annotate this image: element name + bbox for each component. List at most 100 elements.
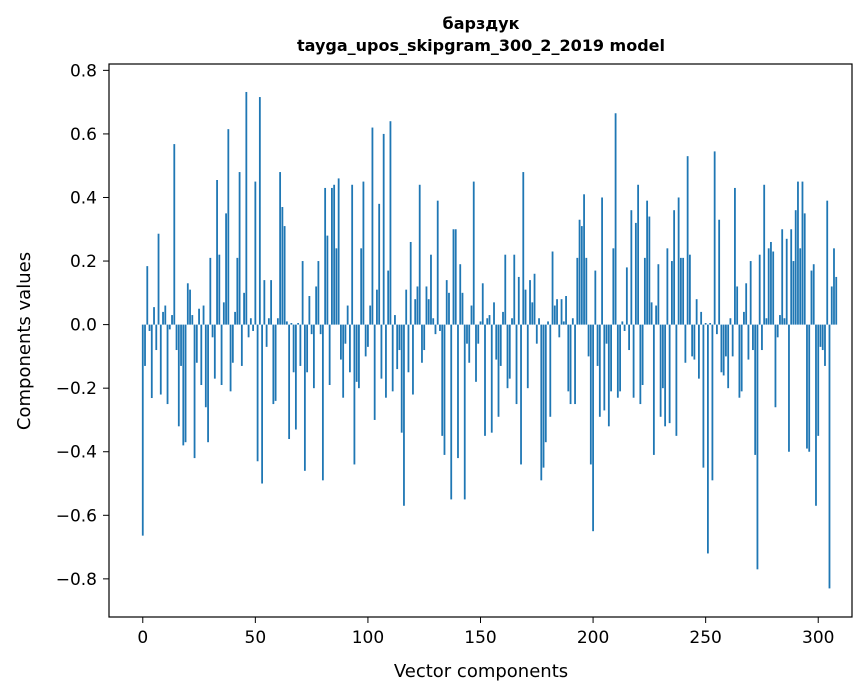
bar	[619, 324, 621, 392]
bar	[434, 324, 437, 335]
bar	[441, 324, 444, 436]
bar	[166, 324, 169, 405]
bar	[227, 129, 230, 325]
bar	[666, 248, 669, 325]
bar	[529, 280, 531, 325]
bar	[821, 324, 824, 351]
bar	[583, 194, 585, 325]
bar	[238, 172, 241, 325]
bar	[578, 219, 581, 325]
bar	[508, 324, 511, 379]
bar	[261, 324, 263, 484]
bar	[209, 257, 212, 325]
bar	[567, 324, 570, 392]
bar	[785, 238, 788, 325]
bar	[677, 197, 680, 325]
bar	[817, 324, 820, 436]
bar	[225, 213, 227, 325]
bar	[333, 184, 336, 325]
bar	[200, 324, 203, 385]
bar	[285, 321, 288, 325]
bar	[610, 324, 612, 392]
bars-group	[141, 91, 838, 589]
bar	[641, 324, 644, 385]
bar	[670, 261, 673, 325]
bar	[371, 127, 374, 325]
bar	[718, 219, 721, 325]
bar	[625, 267, 628, 325]
bar	[661, 324, 664, 389]
bar	[423, 324, 426, 351]
bar	[713, 151, 716, 325]
bar	[803, 213, 806, 325]
bar	[776, 324, 779, 338]
bar	[643, 257, 646, 325]
bar	[709, 323, 712, 325]
bar	[790, 229, 793, 325]
bar	[770, 241, 772, 325]
bar	[328, 324, 331, 385]
bar	[547, 321, 549, 325]
bar	[716, 324, 718, 335]
bar	[355, 324, 358, 382]
bar	[195, 324, 198, 363]
bar	[326, 235, 329, 325]
bar	[533, 273, 536, 325]
x-axis-ticks: 0 50 100 150 200 250 300	[137, 617, 834, 648]
bar	[319, 324, 322, 335]
bar	[184, 324, 187, 443]
bar	[193, 324, 196, 459]
bar	[828, 324, 831, 589]
bar	[556, 299, 558, 325]
bar	[171, 315, 173, 325]
bar	[229, 324, 232, 392]
bar	[168, 324, 171, 330]
x-axis-label: Vector components	[394, 661, 568, 682]
bar	[452, 229, 455, 325]
bar	[337, 178, 340, 325]
bar	[409, 241, 412, 325]
bar	[549, 324, 552, 417]
bar	[722, 324, 725, 376]
bar	[574, 324, 576, 405]
bar	[700, 311, 703, 325]
bar	[675, 324, 678, 436]
bar	[380, 324, 383, 379]
bar	[416, 286, 419, 325]
bar	[481, 283, 484, 325]
y-tick-label: −0.6	[56, 506, 97, 526]
bar	[254, 181, 257, 325]
bar	[267, 318, 270, 325]
bar	[412, 324, 414, 395]
bar	[515, 324, 518, 405]
bar	[594, 270, 597, 325]
bar	[484, 324, 486, 436]
bar	[344, 324, 347, 344]
bar	[150, 324, 153, 399]
bar	[616, 324, 619, 398]
bar	[245, 91, 248, 325]
bar	[353, 324, 356, 465]
bar	[673, 210, 676, 325]
bar	[668, 324, 671, 424]
bar	[191, 315, 194, 325]
bar	[274, 324, 277, 401]
bar	[623, 324, 626, 331]
chart-title-line2: tayga_upos_skipgram_300_2_2019 model	[297, 36, 665, 55]
x-tick-label: 50	[245, 628, 267, 648]
bar	[598, 324, 601, 417]
bar	[340, 324, 342, 360]
bar	[403, 324, 405, 506]
chart-title-line1: барздук	[443, 14, 520, 33]
bar	[202, 305, 205, 325]
bar	[801, 181, 804, 325]
bar	[688, 254, 691, 325]
bar	[731, 324, 734, 357]
bar	[585, 257, 588, 325]
bar	[308, 296, 311, 325]
bar	[720, 324, 723, 373]
bar	[504, 254, 507, 325]
bar	[400, 324, 403, 433]
bar	[283, 226, 286, 325]
